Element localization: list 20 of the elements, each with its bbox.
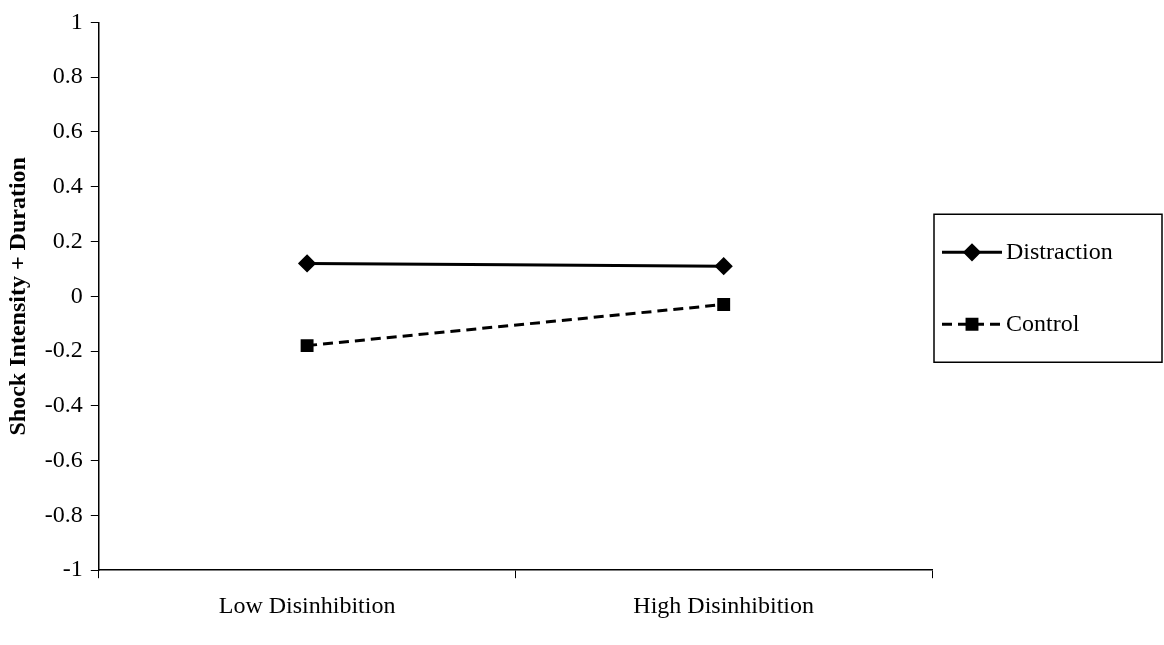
y-tick-label: -0.2 [44,336,83,363]
y-axis-title: Shock Intensity + Duration [3,157,30,436]
legend-label: Distraction [1006,237,1113,264]
point [717,298,731,311]
legend-label: Control [1006,309,1080,336]
point [715,257,733,275]
y-tick-label: 1 [70,7,83,34]
point [298,254,316,272]
y-tick-label: 0.6 [52,117,83,144]
y-tick-label: 0.4 [52,172,83,199]
y-tick-label: -0.6 [44,445,83,472]
y-tick-label: 0.8 [52,62,83,89]
point [300,339,314,353]
y-tick-label: 0.2 [52,226,83,253]
y-tick-label: -1 [62,555,83,582]
y-tick-label: -0.8 [44,500,83,527]
x-tick-label: Low Disinhibition [218,591,396,618]
x-tick-label: High Disinhibition [633,591,815,618]
y-tick-label: -0.4 [44,391,83,418]
y-tick-label: 0 [70,281,83,308]
